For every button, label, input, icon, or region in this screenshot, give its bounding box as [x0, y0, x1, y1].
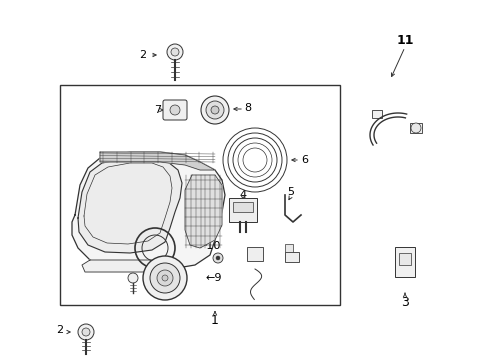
- Polygon shape: [184, 175, 222, 248]
- Circle shape: [210, 106, 219, 114]
- Bar: [285, 244, 292, 252]
- Text: 6: 6: [301, 155, 308, 165]
- Circle shape: [410, 123, 420, 133]
- Bar: [228, 198, 257, 222]
- Circle shape: [142, 256, 186, 300]
- Circle shape: [162, 275, 168, 281]
- Circle shape: [150, 263, 180, 293]
- Circle shape: [82, 328, 90, 336]
- Text: 2: 2: [56, 325, 63, 335]
- Circle shape: [171, 48, 179, 56]
- Text: 7: 7: [154, 105, 161, 115]
- Bar: [371, 110, 381, 118]
- Circle shape: [213, 253, 223, 263]
- Text: ←9: ←9: [204, 273, 221, 283]
- Circle shape: [157, 270, 173, 286]
- Bar: [394, 247, 414, 277]
- Text: 5: 5: [287, 187, 294, 197]
- Bar: [398, 253, 410, 265]
- Circle shape: [167, 44, 183, 60]
- Polygon shape: [78, 158, 182, 253]
- Text: 4: 4: [239, 190, 246, 200]
- Circle shape: [170, 105, 180, 115]
- Circle shape: [216, 256, 220, 260]
- Polygon shape: [82, 260, 175, 272]
- Circle shape: [78, 324, 94, 340]
- Text: 8: 8: [244, 103, 251, 113]
- Circle shape: [201, 96, 228, 124]
- Bar: [232, 202, 252, 212]
- Text: 1: 1: [211, 314, 219, 327]
- Polygon shape: [72, 152, 224, 270]
- Circle shape: [128, 273, 138, 283]
- Bar: [285, 252, 298, 262]
- Circle shape: [205, 101, 224, 119]
- Bar: [246, 247, 263, 261]
- Bar: [409, 123, 421, 133]
- Text: 3: 3: [400, 296, 408, 309]
- Text: 11: 11: [395, 33, 413, 46]
- Text: 2: 2: [139, 50, 146, 60]
- Bar: [60, 85, 339, 305]
- Text: ←10: ←10: [198, 241, 221, 251]
- Polygon shape: [100, 152, 215, 170]
- FancyBboxPatch shape: [163, 100, 186, 120]
